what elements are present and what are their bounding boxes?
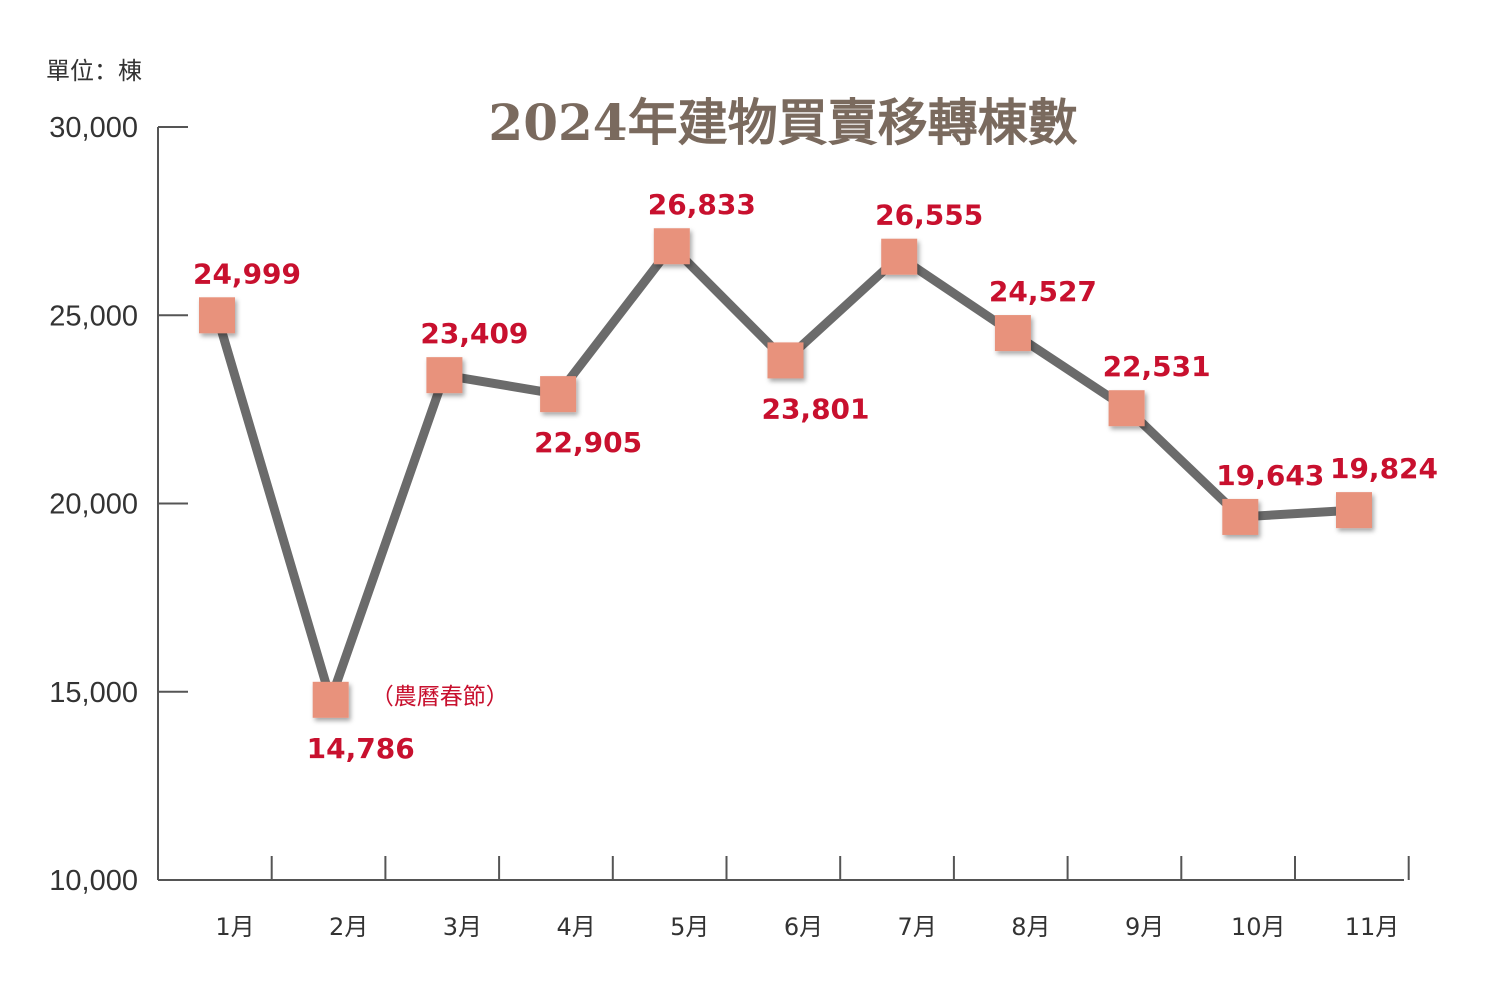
data-label: 19,643 [1216,459,1324,492]
x-tick-label: 2月 [329,913,368,941]
x-tick-label: 8月 [1011,913,1050,941]
unit-label: 單位：棟 [46,57,142,85]
data-point-marker [312,681,349,718]
x-tick-label: 4月 [556,913,595,941]
x-tick-label: 3月 [443,913,482,941]
x-tick-label: 5月 [670,913,709,941]
data-label: 26,833 [648,188,756,221]
data-point-marker [994,315,1031,352]
series-line-group [212,241,1359,705]
data-label: 24,999 [193,257,301,290]
x-tick-label: 6月 [784,913,823,941]
data-label: 19,824 [1330,452,1438,485]
data-label: 26,555 [875,199,983,232]
chart-title: 2024年建物買賣移轉棟數 [488,93,1077,152]
data-point-marker [653,228,690,265]
data-point-marker [767,342,804,379]
y-tick-label: 20,000 [49,489,138,521]
data-point-marker [1222,498,1259,535]
data-point-marker [540,376,577,413]
data-label: 14,786 [307,732,415,765]
data-label: 24,527 [989,275,1097,308]
x-tick-label: 7月 [898,913,937,941]
x-tick-label: 9月 [1125,913,1164,941]
data-point-marker [199,297,235,334]
data-labels-group: 24,999 14,786 23,409 22,905 26,833 23,801 26,5… [193,188,1438,765]
data-point-marker [426,357,463,394]
series-line [212,241,1359,705]
data-point-marker [881,238,918,275]
y-tick-label: 25,000 [49,300,138,332]
data-label: 22,905 [534,426,642,459]
data-point-marker [1108,390,1145,427]
y-tick-label: 30,000 [49,112,138,144]
data-label: 23,409 [420,317,528,350]
markers-group [199,228,1372,718]
y-tick-label: 15,000 [49,677,138,709]
x-tick-label: 10月 [1231,913,1286,941]
x-tick-label: 11月 [1345,913,1400,941]
data-label: 23,801 [761,392,869,425]
y-tick-label: 10,000 [49,865,138,897]
data-point-marker [1336,492,1372,529]
data-label: 22,531 [1103,350,1211,383]
x-tick-label: 1月 [215,913,254,941]
axes: 10,000 15,000 20,000 25,000 30,000 1月 2月 3月 4月 5月… [49,112,1410,941]
annotation-note: （農曆春節） [371,684,509,710]
